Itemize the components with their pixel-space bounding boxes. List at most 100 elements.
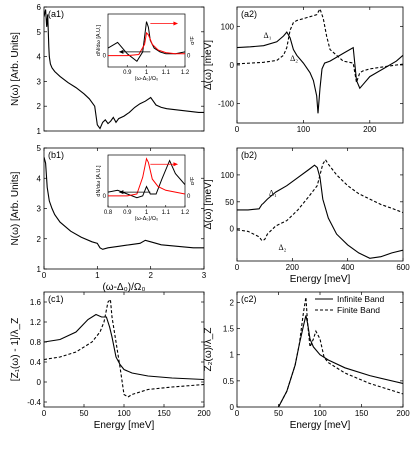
y-tick-label: 4 (37, 53, 42, 62)
x-tick-label: 200 (197, 409, 211, 418)
y-tick-label: -100 (218, 100, 235, 109)
x-tick-label: 200 (286, 263, 300, 272)
series-line-c2-0 (278, 315, 403, 407)
inset-series-line-0 (108, 159, 185, 199)
inset-x-tick-label: 0.9 (123, 70, 132, 76)
inset-x-tick-label: 0.9 (123, 210, 132, 216)
x-tick-label: 1 (95, 271, 100, 280)
inset-arrow-right-head (173, 21, 179, 26)
y-tick-label: 1.6 (30, 298, 42, 307)
panel-label: (b2) (241, 150, 257, 160)
x-tick-label: 50 (274, 409, 283, 418)
y-tick-label: 4 (37, 174, 42, 183)
x-tick-label: 50 (80, 409, 89, 418)
x-tick-label: 0 (42, 409, 47, 418)
y-tick-label: 1 (37, 265, 42, 274)
y-tick-label: 0 (230, 61, 235, 70)
x-tick-label: 200 (396, 409, 410, 418)
legend-entry: Infinite Band (337, 294, 385, 304)
axes-frame (43, 291, 205, 408)
series-line-c2-1 (278, 297, 403, 407)
y-tick-label: 2 (230, 298, 235, 307)
inset-x-tick-label: 0.8 (104, 210, 113, 216)
x-tick-label: 0 (235, 263, 240, 272)
inset-y2-axis-label: α²F (190, 176, 196, 185)
y-tick-label: 5 (37, 144, 42, 153)
x-tick-label: 200 (363, 125, 377, 134)
x-tick-label: 100 (117, 409, 131, 418)
y-tick-label: 6 (37, 3, 42, 12)
annotation-label: Δ₂ (290, 54, 298, 63)
x-tick-label: 150 (355, 409, 369, 418)
x-tick-label: 0 (235, 125, 240, 134)
panel-c2: 0 50 100 150 200 0 0.5 1 1.5 2 (c2) Z₂(ω)/λ_Z Energy… (203, 291, 410, 431)
y-axis-label: N(ω) [Arb. Units] (10, 32, 21, 106)
inset-y-tick-label: 0 (103, 194, 107, 200)
x-tick-label: 400 (341, 263, 355, 272)
y-tick-label: 0 (230, 403, 235, 412)
panel-label: (c2) (241, 294, 257, 304)
y-tick-label: 0.5 (223, 377, 235, 386)
inset-series-line-1 (108, 157, 185, 197)
inset-series-line-0 (108, 21, 185, 63)
inset-x-tick-label: 1 (145, 70, 149, 76)
x-tick-label: 2 (148, 271, 153, 280)
panel-c1: 0 50 100 150 200-0.400.40.81.21.6 (c1)[Z₁(ω) … (10, 291, 211, 431)
x-tick-label: 100 (297, 125, 311, 134)
x-tick-label: 0 (235, 409, 240, 418)
series-line-c1-1 (44, 298, 204, 398)
y-tick-label: 50 (225, 198, 234, 207)
y-tick-label: 2 (37, 102, 42, 111)
y-axis-label: Δ(ω) [meV] (203, 179, 214, 229)
panel-label: (a2) (241, 9, 257, 19)
panel-a2: 0 100 200 -100 0 100 (a2) Δ(ω) [meV] Δ₁ Δ₂ (203, 6, 404, 134)
y-tick-label: 1 (37, 127, 42, 136)
series-line-a2-1 (237, 7, 403, 83)
panel-b2: 0 200 400 600 0 50 100 (b2) Δ(ω) [meV] Energy [me… (203, 147, 410, 285)
x-axis-label: (ω-Δ₀)/Ω₀ (102, 282, 145, 293)
inset-x-tick-label: 1.1 (162, 70, 171, 76)
inset-y2-axis-label: α²F (190, 36, 196, 45)
y-tick-label: 100 (221, 171, 235, 180)
annotation-label: Δ₁ (269, 188, 277, 197)
y-axis-label: Z₂(ω)/λ_Z (203, 328, 214, 372)
y-axis-label: [Z₁(ω) - 1]/λ_Z (10, 318, 21, 381)
y-tick-label: 0.8 (30, 338, 42, 347)
legend-entry: Finite Band (337, 305, 380, 315)
annotation-label: Δ₂ (279, 243, 287, 252)
y-tick-label: 1.2 (30, 318, 42, 327)
y-axis-label: Δ(ω) [meV] (203, 40, 214, 90)
series-line-b2-1 (237, 158, 403, 242)
panel-label: (b1) (48, 150, 64, 160)
inset-x-axis-label: (ω-Δ₀)/Ω₀ (135, 216, 159, 222)
inset-frame (107, 154, 186, 208)
y-tick-label: 0.4 (30, 358, 42, 367)
y-tick-label: 100 (221, 22, 235, 31)
inset-y-axis-label: dN/dω [A.U.] (96, 24, 102, 56)
inset-x-tick-label: 1.2 (181, 70, 190, 76)
y-tick-label: 3 (37, 205, 42, 214)
inset-b1: 0.8 0.9 1 1.1 1.2 0 0 (ω-Δ₀)/Ω₀ dN/dω [A.U.] α²F (96, 154, 196, 222)
y-tick-label: 0 (230, 225, 235, 234)
inset-arrow-right-head (173, 162, 179, 167)
inset-x-tick-label: 1.2 (181, 210, 190, 216)
y-tick-label: 2 (37, 235, 42, 244)
x-axis-label: Energy [meV] (290, 274, 351, 285)
series-line-a2-0 (237, 31, 403, 114)
axes-frame (43, 6, 205, 132)
inset-y2-tick-label: 0 (187, 194, 191, 200)
series-line-b2-0 (237, 164, 403, 259)
y-tick-label: -0.4 (27, 398, 41, 407)
y-tick-label: 0 (37, 378, 42, 387)
inset-y-axis-label: dN/dω [A.U.] (96, 165, 102, 197)
x-tick-label: 600 (396, 263, 410, 272)
inset-arrow-left-head (118, 190, 124, 195)
inset-x-tick-label: 1 (145, 210, 149, 216)
y-axis-label: N(ω) [Arb. Units] (10, 171, 21, 245)
annotation-label: Δ₁ (264, 31, 272, 40)
inset-y2-tick-label: 0 (187, 54, 191, 60)
inset-x-tick-label: 1.1 (162, 210, 171, 216)
inset-arrow-left-head (118, 49, 124, 54)
